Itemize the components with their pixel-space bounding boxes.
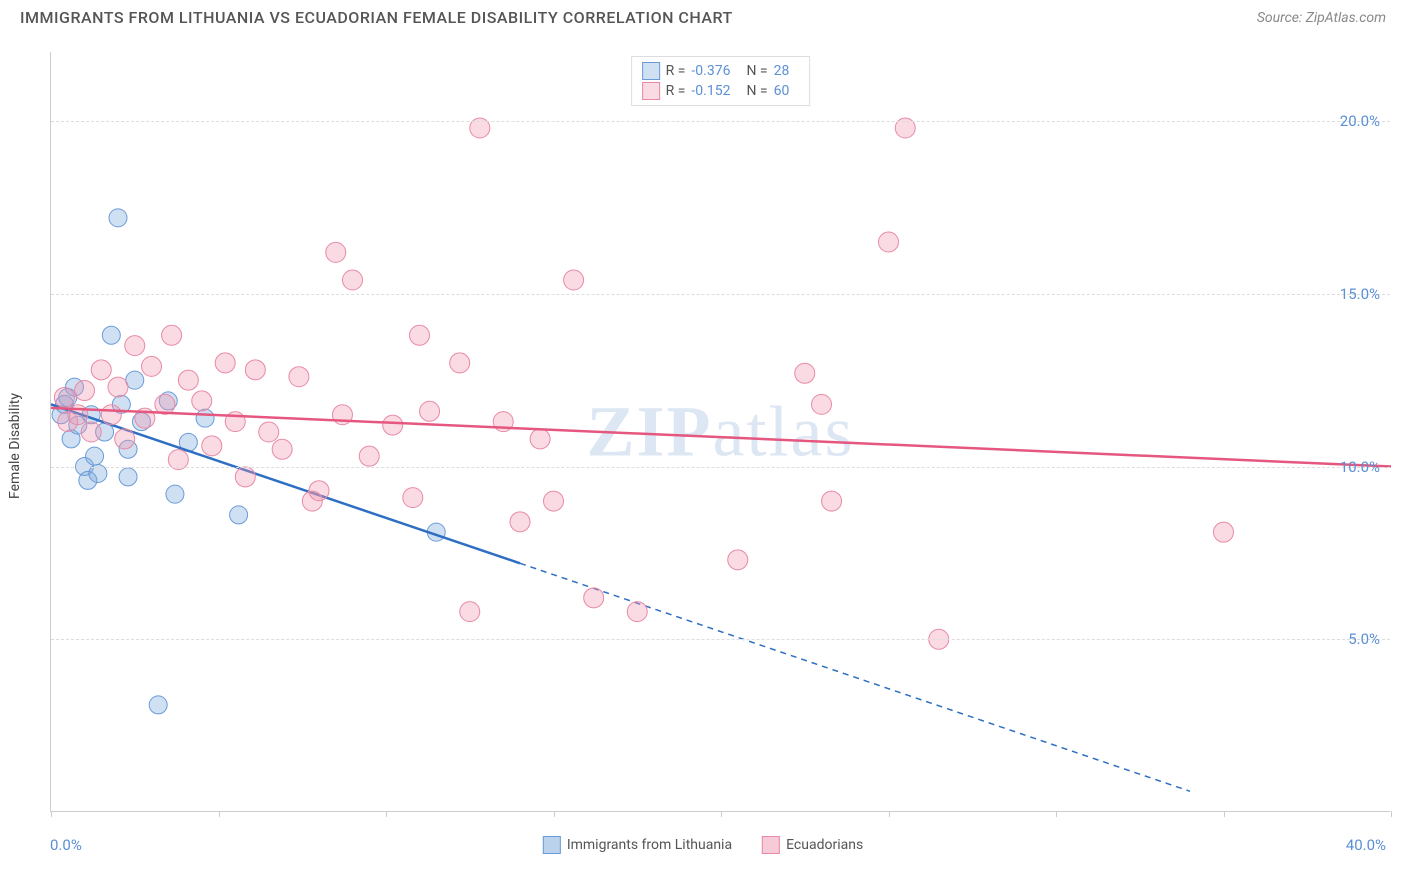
x-tick — [1391, 811, 1392, 817]
title-bar: IMMIGRANTS FROM LITHUANIA VS ECUADORIAN … — [0, 0, 1406, 31]
data-point — [259, 422, 279, 442]
data-point — [196, 409, 214, 427]
y-tick-label: 20.0% — [1340, 112, 1380, 130]
data-point — [75, 381, 95, 401]
data-point — [343, 270, 363, 290]
trend-line — [51, 408, 1391, 467]
data-point — [460, 602, 480, 622]
data-point — [544, 491, 564, 511]
data-point — [822, 491, 842, 511]
legend-item-1: Immigrants from Lithuania — [543, 836, 732, 854]
data-point — [309, 481, 329, 501]
trend-line — [51, 404, 520, 563]
series-legend: Immigrants from Lithuania Ecuadorians — [543, 836, 863, 854]
n-label: N = — [746, 63, 767, 79]
legend-label-2: Ecuadorians — [786, 837, 863, 853]
x-tick — [721, 811, 722, 817]
swatch-bottom-1 — [543, 836, 561, 854]
data-point — [403, 488, 423, 508]
x-min-label: 0.0% — [50, 836, 82, 854]
gridline-h — [51, 639, 1390, 640]
chart-title: IMMIGRANTS FROM LITHUANIA VS ECUADORIAN … — [20, 8, 733, 27]
x-tick — [219, 811, 220, 817]
x-tick — [386, 811, 387, 817]
data-point — [109, 209, 127, 227]
x-tick — [51, 811, 52, 817]
data-point — [166, 485, 184, 503]
data-point — [115, 429, 135, 449]
data-point — [215, 353, 235, 373]
source-attribution: Source: ZipAtlas.com — [1257, 10, 1386, 26]
gridline-h — [51, 121, 1390, 122]
gridline-h — [51, 294, 1390, 295]
data-point — [584, 588, 604, 608]
data-point — [119, 468, 137, 486]
data-point — [91, 360, 111, 380]
data-point — [383, 415, 403, 435]
legend-row-series-2: R = -0.152 N = 60 — [642, 81, 800, 101]
data-point — [125, 336, 145, 356]
data-point — [81, 422, 101, 442]
data-point — [192, 391, 212, 411]
x-max-label: 40.0% — [1346, 836, 1386, 854]
data-point — [728, 550, 748, 570]
data-point — [450, 353, 470, 373]
swatch-series-2 — [642, 82, 660, 100]
data-point — [230, 506, 248, 524]
data-point — [627, 602, 647, 622]
x-tick — [1224, 811, 1225, 817]
legend-label-1: Immigrants from Lithuania — [567, 837, 732, 853]
data-point — [420, 401, 440, 421]
data-point — [530, 429, 550, 449]
swatch-bottom-2 — [762, 836, 780, 854]
r-label: R = — [666, 63, 686, 79]
data-point — [102, 326, 120, 344]
gridline-h — [51, 467, 1390, 468]
data-point — [326, 242, 346, 262]
n-value-2: 60 — [774, 83, 790, 99]
data-point — [142, 356, 162, 376]
n-label: N = — [746, 83, 767, 99]
r-label: R = — [666, 83, 686, 99]
x-tick — [1056, 811, 1057, 817]
data-point — [359, 446, 379, 466]
legend-row-series-1: R = -0.376 N = 28 — [642, 61, 800, 81]
y-tick-label: 5.0% — [1348, 630, 1380, 648]
x-tick — [554, 811, 555, 817]
data-point — [54, 387, 74, 407]
data-point — [1214, 522, 1234, 542]
data-point — [235, 467, 255, 487]
data-point — [510, 512, 530, 532]
data-point — [101, 405, 121, 425]
plot-area: R = -0.376 N = 28 R = -0.152 N = 60 ZIPa… — [50, 52, 1390, 812]
y-tick-label: 15.0% — [1340, 285, 1380, 303]
data-point — [108, 377, 128, 397]
r-value-1: -0.376 — [691, 63, 730, 79]
data-point — [795, 363, 815, 383]
data-point — [410, 325, 430, 345]
y-tick-label: 10.0% — [1340, 458, 1380, 476]
data-point — [245, 360, 265, 380]
data-point — [162, 325, 182, 345]
data-point — [289, 367, 309, 387]
swatch-series-1 — [642, 62, 660, 80]
data-point — [86, 447, 104, 465]
y-axis-label: Female Disability — [7, 393, 23, 499]
data-point — [272, 439, 292, 459]
r-value-2: -0.152 — [691, 83, 730, 99]
data-point — [879, 232, 899, 252]
data-point — [812, 394, 832, 414]
correlation-legend: R = -0.376 N = 28 R = -0.152 N = 60 — [631, 56, 811, 106]
trend-line-extrapolated — [520, 563, 1190, 791]
data-point — [202, 436, 222, 456]
legend-item-2: Ecuadorians — [762, 836, 863, 854]
chart-container: IMMIGRANTS FROM LITHUANIA VS ECUADORIAN … — [0, 0, 1406, 892]
data-point — [564, 270, 584, 290]
x-tick — [889, 811, 890, 817]
data-point — [178, 370, 198, 390]
data-point — [149, 696, 167, 714]
n-value-1: 28 — [774, 63, 790, 79]
chart-svg — [51, 52, 1390, 811]
